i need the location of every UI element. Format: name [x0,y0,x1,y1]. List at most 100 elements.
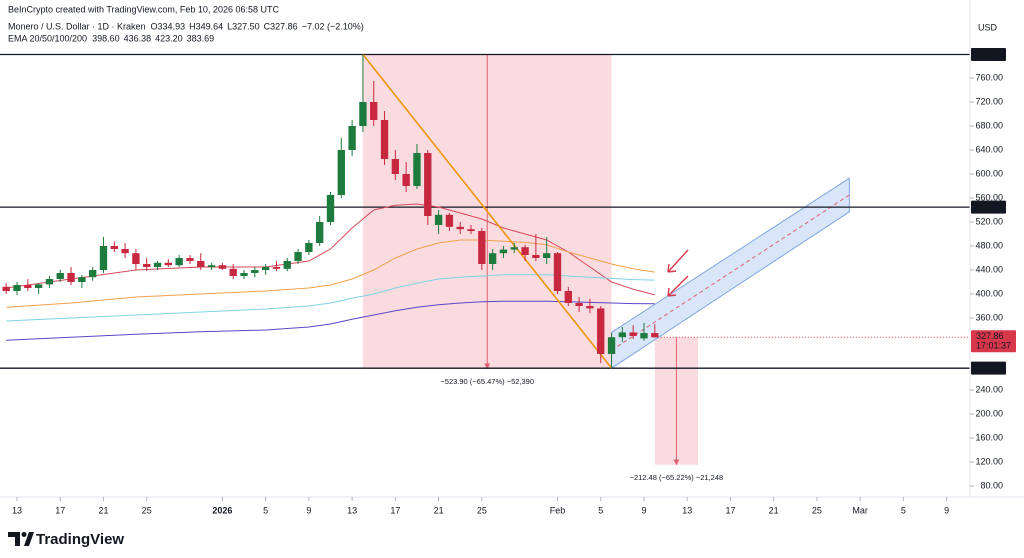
ohlc-value: O334.93 [151,21,186,31]
level-label: 799.18 [975,49,1003,59]
candle-body [359,101,367,126]
candle-body [456,226,464,230]
x-tick-label: 25 [812,505,822,515]
candle-body [283,260,291,269]
ohlc-value: C327.86 [264,21,298,31]
candle-body [467,229,475,231]
candle-body [294,251,302,261]
candle-body [640,333,648,339]
x-tick-label: 5 [263,505,268,515]
x-tick-label: 21 [769,505,779,515]
plot-area [0,53,970,466]
channel-midline [611,194,850,351]
candle-body [575,303,583,307]
ohlc-value: H349.64 [189,21,223,31]
candle-body [413,152,421,186]
x-tick-label: 13 [347,505,357,515]
candle-body [24,285,32,289]
candle-body [424,152,432,216]
y-tick-label: 120.00 [975,456,1003,466]
x-tick-label: 21 [434,505,444,515]
brand-logo [8,532,34,546]
y-tick-label: 560.00 [975,192,1003,202]
candle-body [445,214,454,227]
x-tick-label: 17 [390,505,400,515]
ohlc-value: L327.50 [227,21,260,31]
candle-body [510,247,518,250]
x-tick-label: 13 [682,505,692,515]
y-tick-label: 480.00 [975,240,1003,250]
ema-value: 383.69 [187,33,215,43]
y-tick-label: 160.00 [975,432,1003,442]
x-tick-label: 5 [598,505,603,515]
candle-body [251,270,259,274]
candle-body [121,248,129,254]
ema-title: EMA 20/50/100/200 [8,33,87,43]
ema-value: 423.20 [155,33,183,43]
arrow [667,275,689,297]
candle-body [110,245,118,249]
candle-body [218,265,227,269]
y-tick-label: 640.00 [975,144,1003,154]
candle-body [132,253,140,264]
candle-body [499,249,508,254]
y-tick-label: 680.00 [975,120,1003,130]
level-label-box [971,200,1006,214]
y-tick-label: 80.00 [980,480,1003,490]
candle-body [607,337,616,355]
candle-body [348,125,356,150]
ema-line [6,239,655,308]
x-tick-label: 21 [98,505,108,515]
y-tick-label: 400.00 [975,288,1003,298]
trendline [362,53,613,369]
candle-body [153,262,162,267]
candle-body [478,230,486,264]
ema-line [6,274,655,322]
candle-body [99,245,108,270]
annotation-arrows [667,249,689,297]
symbol: Monero / U.S. Dollar · 1D · Kraken [8,21,146,31]
currency: USD [978,22,998,32]
candle-body [402,173,410,186]
candle-body [45,279,54,285]
x-tick-label: Mar [852,505,868,515]
x-tick-label: 25 [142,505,152,515]
x-tick-label: Feb [550,505,566,515]
level-label-box [971,47,1006,61]
y-tick-label: 600.00 [975,168,1003,178]
countdown: 17:01:37 [976,341,1011,351]
last-price-box [971,330,1016,353]
candle-body [34,284,43,289]
x-tick-label: 9 [944,505,949,515]
y-tick-label: 760.00 [975,72,1003,82]
candle-body [651,333,659,338]
candle-body [326,194,335,222]
arrow [667,249,689,273]
x-tick-label: 9 [306,505,311,515]
candle-body [337,149,345,195]
candle-body [164,262,173,266]
y-tick-label: 240.00 [975,384,1003,394]
candle-body [207,265,216,267]
measure-label: −212.48 (−65.22%) −21,248 [630,473,724,482]
candle-body [553,253,562,292]
brand: TradingView [36,531,124,548]
ohlc-value: −7.02 (−2.10%) [302,21,364,31]
y-tick-label: 720.00 [975,96,1003,106]
candle-body [13,285,21,292]
candle-body [143,263,151,267]
candle-body [564,291,572,304]
ema-value: 436.38 [124,33,152,43]
candle-body [186,257,194,261]
level-label: 544.83 [975,201,1003,211]
x-tick-label: 5 [901,505,906,515]
candle-body [532,254,540,258]
level-label: 276.38 [975,363,1003,373]
candle-body [316,221,324,243]
axes: 80.00 120.00 160.00 200.00 240.00 360.00 400.0… [12,47,1016,515]
last-price-label: 327.86 [976,331,1004,341]
measure-label: −523.90 (−65.47%) −52,390 [440,377,534,386]
x-tick-label: 17 [725,505,735,515]
candle-body [434,214,443,225]
ema-value: 398.60 [92,33,120,43]
